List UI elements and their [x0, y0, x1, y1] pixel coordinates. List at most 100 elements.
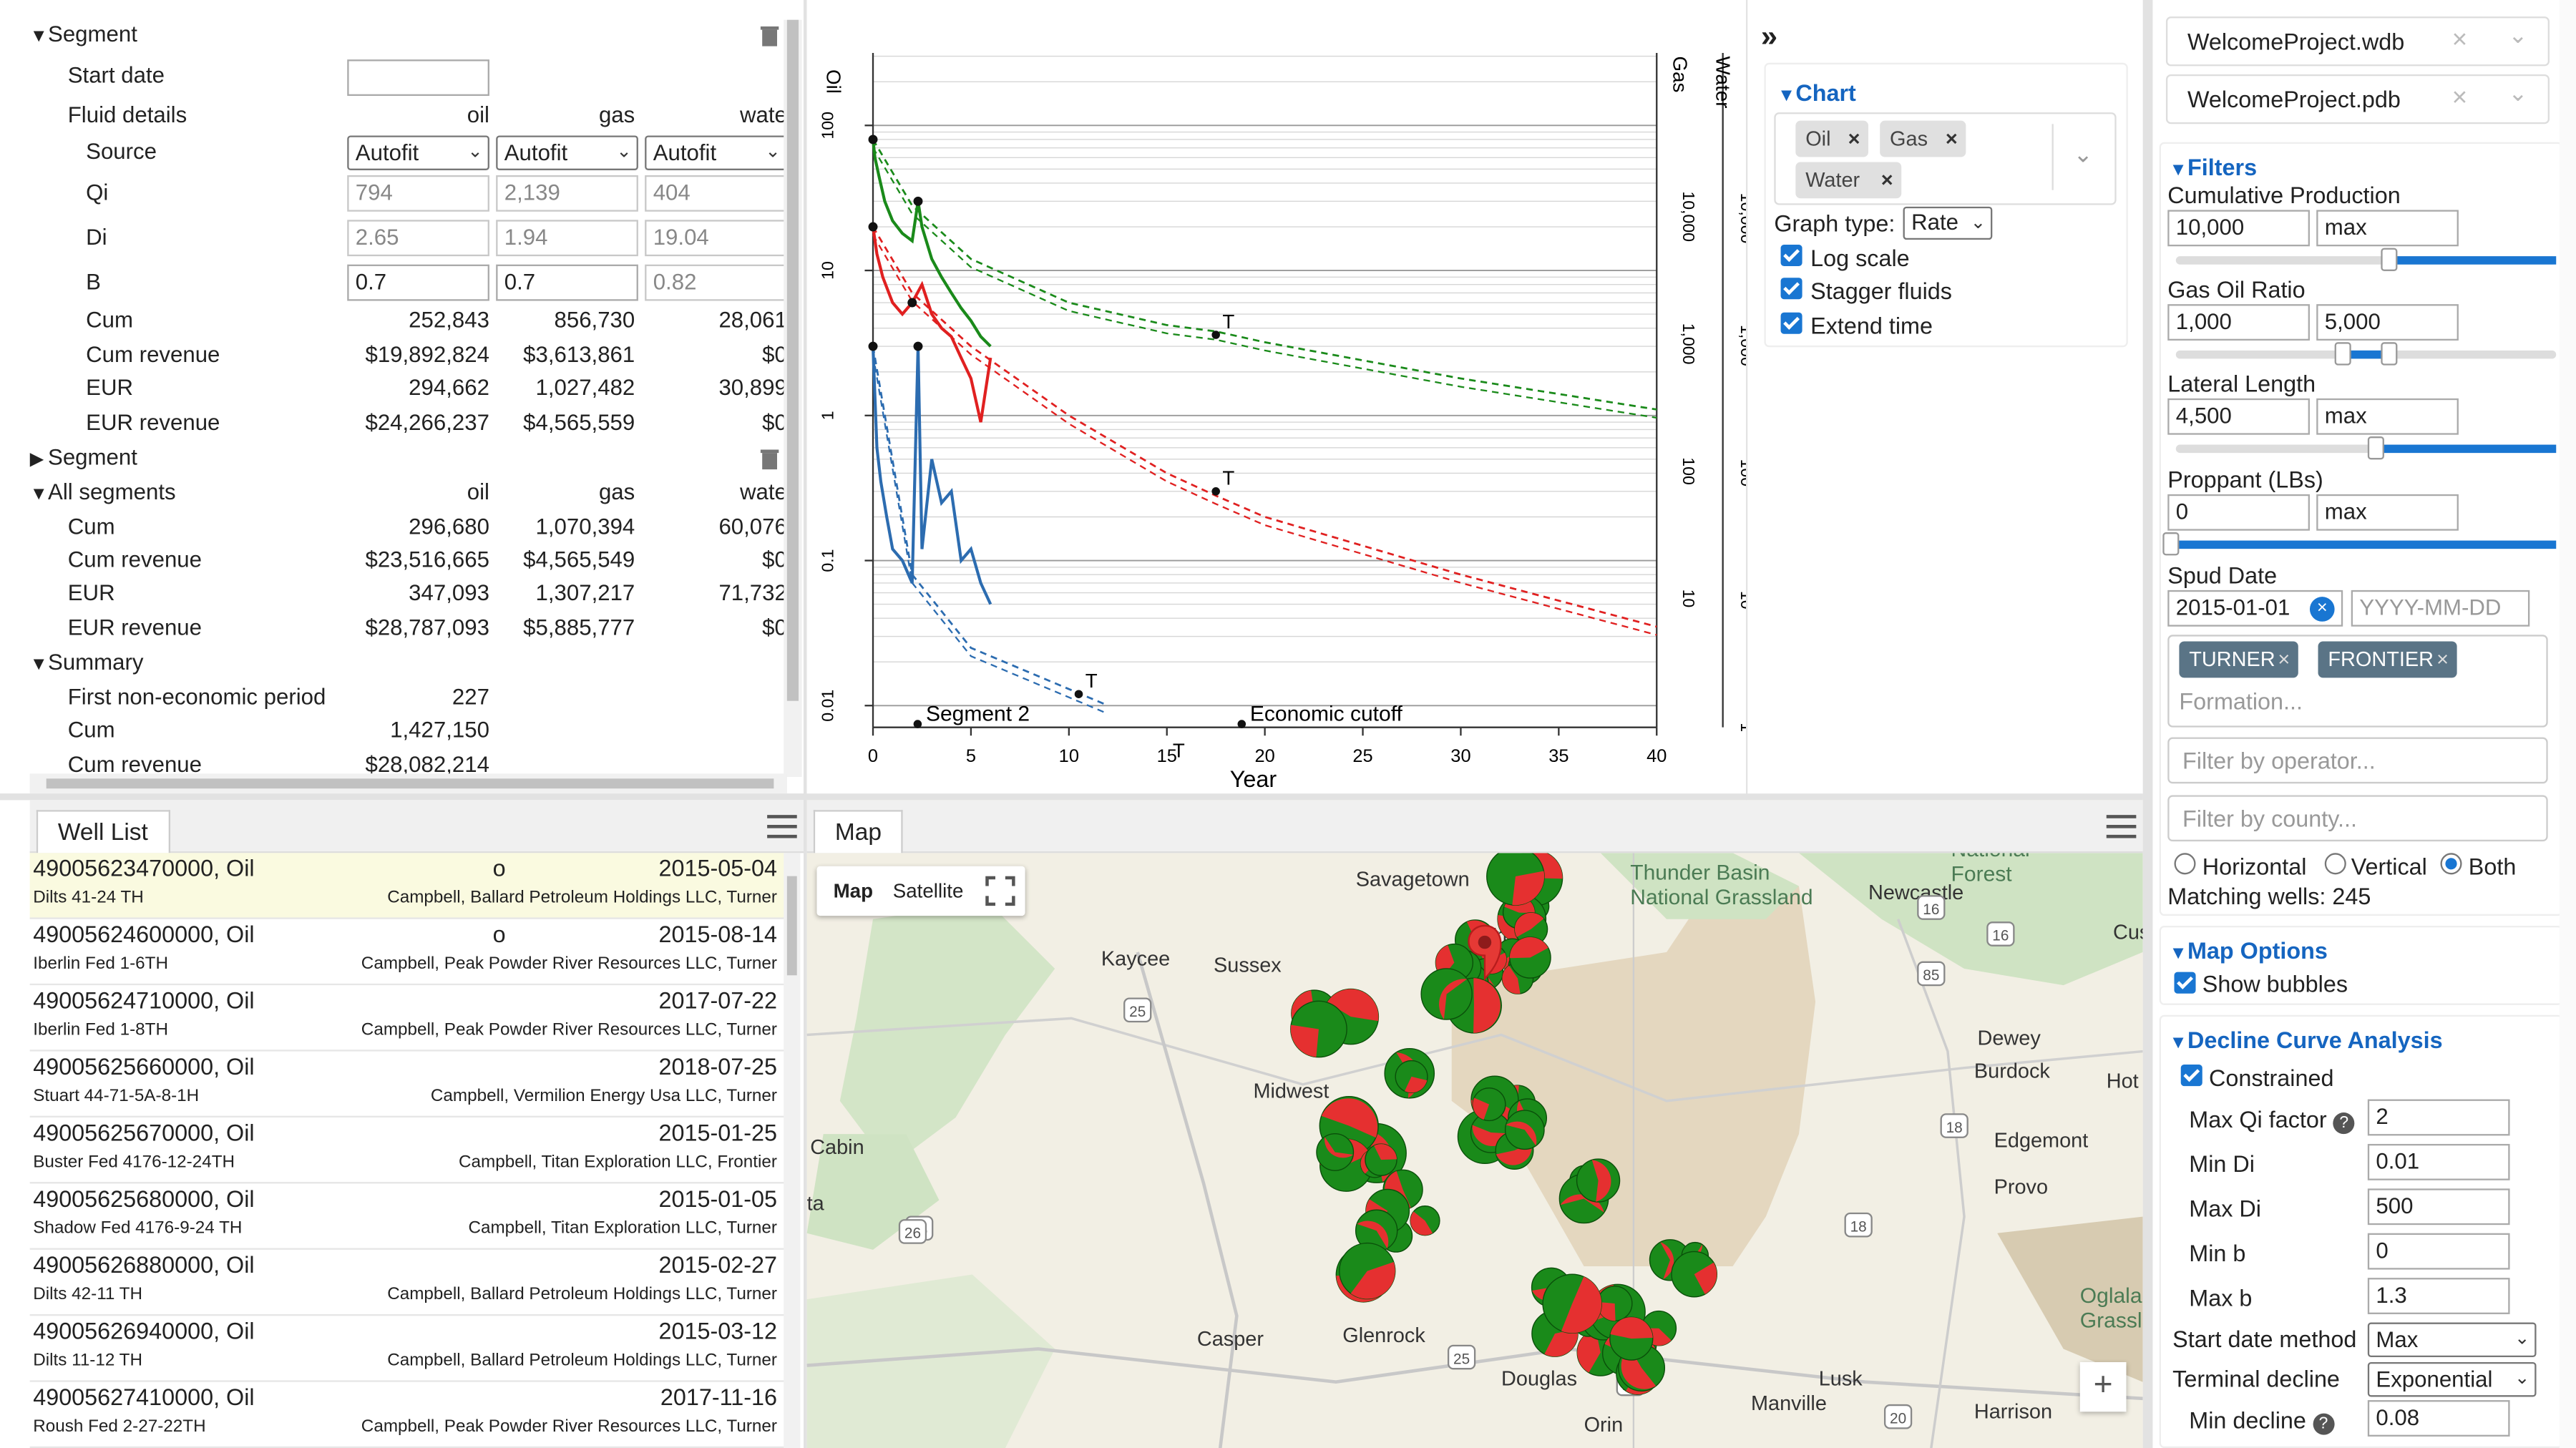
filters-scrollbar[interactable]	[2559, 0, 2576, 1448]
fullscreen-icon[interactable]	[985, 876, 1015, 906]
b-gas-input[interactable]: 0.7	[496, 264, 638, 301]
close-icon[interactable]: ×	[2436, 647, 2449, 672]
selected-well-marker-icon[interactable]	[1468, 924, 1502, 981]
chip-oil[interactable]: Oil ×	[1795, 120, 1869, 157]
close-icon[interactable]: ×	[1848, 127, 1860, 151]
chip-gas[interactable]: Gas ×	[1880, 120, 1966, 157]
terminal-decline-select[interactable]: Exponential ⌄	[2367, 1361, 2537, 1397]
close-icon[interactable]: ×	[2451, 26, 2468, 55]
gor-slider[interactable]	[2175, 342, 2557, 366]
dca-header[interactable]: ▼Decline Curve Analysis	[2169, 1026, 2443, 1053]
radio-horizontal[interactable]	[2174, 853, 2196, 875]
slider-handle[interactable]	[2367, 436, 2384, 460]
chevron-down-icon[interactable]: ⌄	[2508, 21, 2528, 49]
map-canvas[interactable]: SavagetownWrightKayceeSussexMidwestCabin…	[806, 853, 2143, 1448]
proppant-max-input[interactable]: max	[2316, 494, 2459, 531]
close-icon[interactable]: ×	[1945, 127, 1958, 151]
cum-prod-min-input[interactable]: 10,000	[2167, 210, 2310, 247]
segment1-header[interactable]: ▼Segment	[30, 18, 791, 51]
slider-handle[interactable]	[2334, 342, 2351, 366]
chevron-down-icon[interactable]: ⌄	[2508, 79, 2528, 106]
max-b-input[interactable]: 1.3	[2367, 1278, 2510, 1314]
well-list-item[interactable]: 49005623470000, Oil Dilts 41-24 TH 2015-05…	[29, 853, 787, 919]
segment2-header[interactable]: ▶ Segment	[30, 441, 791, 474]
segment-panel-hscrollbar[interactable]	[29, 773, 787, 794]
gor-max-input[interactable]: 5,000	[2316, 304, 2459, 341]
di-water-input[interactable]: 19.04	[645, 220, 787, 257]
cum-prod-max-input[interactable]: max	[2316, 210, 2459, 247]
all-segments-header[interactable]: ▼All segments oil gas wate	[30, 476, 791, 509]
well-list-item[interactable]: 49005626940000, Oil Dilts 11-12 TH 2015-03…	[29, 1316, 787, 1382]
map-type-map-button[interactable]: Map	[833, 879, 874, 903]
spud-to-input[interactable]: YYYY-MM-DD	[2351, 590, 2530, 627]
trash-icon[interactable]	[759, 448, 781, 470]
segment-panel-scrollbar[interactable]	[784, 19, 802, 778]
help-icon[interactable]: ?	[2333, 1112, 2355, 1135]
well-list-item[interactable]: 49005625680000, Oil Shadow Fed 4176-9-24 …	[29, 1183, 787, 1250]
well-list-scrollbar[interactable]	[784, 853, 801, 1448]
proppant-min-input[interactable]: 0	[2167, 494, 2310, 531]
zoom-in-button[interactable]: +	[2079, 1361, 2127, 1412]
tab-map[interactable]: Map	[813, 810, 904, 853]
map-menu-icon[interactable]	[2106, 815, 2137, 838]
start-date-input[interactable]	[347, 59, 489, 97]
proppant-slider[interactable]	[2162, 532, 2557, 556]
b-oil-input[interactable]: 0.7	[347, 264, 489, 301]
gor-min-input[interactable]: 1,000	[2167, 304, 2310, 341]
close-icon[interactable]: ×	[2278, 647, 2290, 672]
collapse-panel-button[interactable]: »	[1760, 19, 1777, 53]
chart-section-header[interactable]: ▼Chart	[1777, 79, 1856, 106]
well-list-item[interactable]: 49005625660000, Oil Stuart 44-71-5A-8-1H 2…	[29, 1052, 787, 1117]
min-di-input[interactable]: 0.01	[2367, 1143, 2510, 1180]
radio-both[interactable]	[2440, 853, 2462, 875]
max-qi-input[interactable]: 2	[2367, 1099, 2510, 1136]
lateral-min-input[interactable]: 4,500	[2167, 398, 2310, 435]
min-decline-input[interactable]: 0.08	[2367, 1400, 2510, 1437]
chip-turner[interactable]: TURNER ×	[2179, 641, 2298, 678]
qi-water-input[interactable]: 404	[645, 175, 787, 212]
di-oil-input[interactable]: 2.65	[347, 220, 489, 257]
log-scale-checkbox[interactable]	[1780, 244, 1802, 267]
map-type-satellite-button[interactable]: Satellite	[892, 879, 964, 903]
filters-header[interactable]: ▼Filters	[2169, 153, 2258, 180]
county-filter-input[interactable]: Filter by county...	[2167, 795, 2548, 842]
map-options-header[interactable]: ▼Map Options	[2169, 937, 2328, 964]
constrained-checkbox[interactable]	[2180, 1065, 2202, 1087]
well-list-menu-icon[interactable]	[767, 815, 797, 838]
chip-frontier[interactable]: FRONTIER ×	[2318, 641, 2457, 678]
b-water-input[interactable]: 0.82	[645, 264, 787, 301]
file-select-pdb[interactable]: WelcomeProject.pdb × ⌄	[2165, 74, 2550, 124]
lateral-slider[interactable]	[2175, 436, 2557, 460]
well-list-item[interactable]: 49005626880000, Oil Dilts 42-11 TH 2015-02…	[29, 1250, 787, 1316]
tab-well-list[interactable]: Well List	[36, 810, 170, 853]
source-select-oil[interactable]: Autofit ⌄	[347, 135, 489, 170]
di-gas-input[interactable]: 1.94	[496, 220, 638, 257]
slider-handle[interactable]	[2162, 532, 2180, 556]
decline-chart-svg[interactable]: 0 5 10 15 20 25 30 35 40 0.01 0.1 1 10 100 10 100 1,000…	[807, 0, 1746, 793]
stagger-checkbox[interactable]	[1780, 278, 1802, 300]
clear-date-icon[interactable]: ×	[2309, 597, 2335, 622]
help-icon[interactable]: ?	[2312, 1413, 2334, 1435]
lateral-max-input[interactable]: max	[2316, 398, 2459, 435]
splitter-vertical-left[interactable]	[803, 0, 807, 1448]
min-b-input[interactable]: 0	[2367, 1233, 2510, 1270]
operator-filter-input[interactable]: Filter by operator...	[2167, 737, 2548, 784]
well-list-item[interactable]: 49005625670000, Oil Buster Fed 4176-12-24…	[29, 1117, 787, 1184]
well-list-item[interactable]: 49005624600000, Oil Iberlin Fed 1-6TH 2015…	[29, 919, 787, 986]
extend-time-checkbox[interactable]	[1780, 312, 1802, 334]
chevron-down-icon[interactable]: ⌄	[2073, 140, 2093, 167]
start-method-select[interactable]: Max ⌄	[2367, 1322, 2537, 1358]
chip-water[interactable]: Water ×	[1795, 162, 1902, 199]
qi-oil-input[interactable]: 794	[347, 175, 489, 212]
well-list-item[interactable]: 49005627410000, Oil Roush Fed 2-27-22TH 20…	[29, 1382, 787, 1448]
close-icon[interactable]: ×	[2451, 84, 2468, 113]
slider-handle[interactable]	[2381, 248, 2398, 271]
qi-gas-input[interactable]: 2,139	[496, 175, 638, 212]
max-di-input[interactable]: 500	[2367, 1188, 2510, 1226]
splitter-horizontal[interactable]	[0, 793, 2143, 801]
file-select-wdb[interactable]: WelcomeProject.wdb × ⌄	[2165, 16, 2550, 67]
splitter-vertical-right[interactable]	[2142, 0, 2153, 1448]
slider-handle[interactable]	[2381, 342, 2398, 366]
cum-prod-slider[interactable]	[2175, 248, 2557, 271]
fluid-multiselect[interactable]: Oil × Gas × Water × ⌄	[1774, 112, 2117, 205]
